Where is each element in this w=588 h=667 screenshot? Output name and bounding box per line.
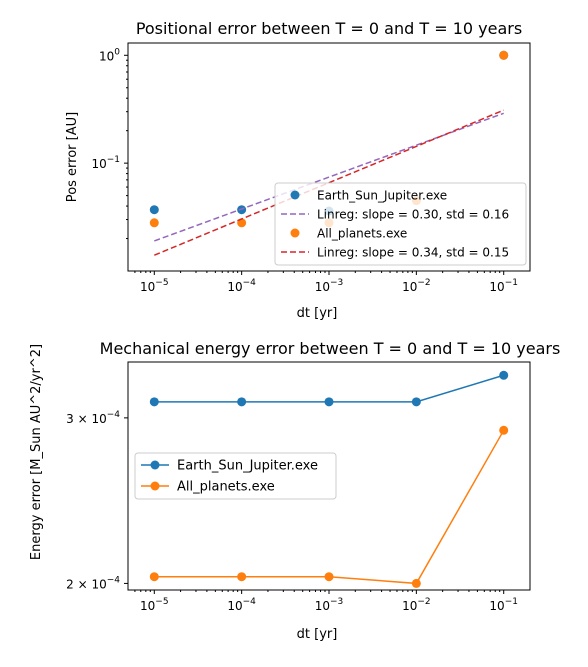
x-tick-label: 10−1 [489, 597, 518, 613]
y-axis-label: Energy error [M_Sun AU^2/yr^2] [29, 344, 44, 560]
x-tick-exponent: −3 [330, 597, 343, 607]
y-axis-label: Pos error [AU] [65, 112, 80, 202]
y-tick-label: 10−1 [91, 155, 120, 171]
x-tick-exponent: −1 [505, 597, 518, 607]
legend-label: Linreg: slope = 0.34, std = 0.15 [317, 246, 509, 260]
y-tick-exponent: −4 [107, 410, 121, 420]
legend-swatch [290, 228, 300, 238]
legend-box [274, 182, 527, 266]
x-tick-label: 10−1 [489, 278, 518, 294]
legend-label: All_planets.exe [177, 480, 275, 495]
x-tick-exponent: −4 [243, 278, 257, 288]
x-tick-exponent: −5 [155, 278, 168, 288]
x-tick-base: 10 [489, 599, 504, 613]
data-point-all-planets-exe [411, 578, 421, 588]
y-tick-label: 2 × 10−4 [66, 575, 120, 591]
x-tick-exponent: −1 [505, 278, 518, 288]
axis-ticks: 10−5 10−4 10−3 10−2 10−12 × 10−43 × 10−4 [66, 410, 518, 613]
x-tick-base: 10 [140, 599, 155, 613]
x-tick-base: 10 [140, 280, 155, 294]
data-point-earth-sun-jupiter-exe [324, 397, 334, 407]
x-tick-label: 10−3 [315, 278, 344, 294]
y-tick-label: 100 [99, 47, 120, 63]
x-axis-label: dt [yr] [297, 306, 338, 321]
x-tick-base: 10 [315, 280, 330, 294]
plot-marks [149, 370, 509, 588]
x-tick-label: 10−2 [402, 278, 431, 294]
legend-swatch [290, 190, 300, 200]
y-tick-base: 10 [99, 49, 114, 63]
x-tick-base: 10 [402, 599, 417, 613]
x-tick-base: 10 [227, 599, 242, 613]
x-tick-label: 10−3 [315, 597, 344, 613]
chart-title: Positional error between T = 0 and T = 1… [136, 19, 522, 38]
x-tick-label: 10−5 [140, 278, 169, 294]
data-point-earth-sun-jupiter-exe [499, 370, 509, 380]
legend-label: Linreg: slope = 0.30, std = 0.16 [317, 208, 509, 222]
data-point-all-planets-exe [237, 572, 247, 582]
x-tick-exponent: −3 [330, 278, 343, 288]
x-tick-label: 10−2 [402, 597, 431, 613]
x-tick-base: 10 [489, 280, 504, 294]
x-tick-label: 10−4 [227, 278, 256, 294]
y-tick-base: 3 × 10 [66, 412, 107, 426]
legend-swatch-marker [150, 481, 160, 491]
y-tick-exponent: −4 [107, 575, 121, 585]
x-tick-base: 10 [402, 280, 417, 294]
positional-error-chart: Positional error between T = 0 and T = 1… [65, 19, 531, 321]
legend-swatch-marker [150, 460, 160, 470]
legend-label: Earth_Sun_Jupiter.exe [317, 189, 447, 203]
energy-error-chart: Mechanical energy error between T = 0 an… [29, 339, 560, 642]
legend: Earth_Sun_Jupiter.exe All_planets.exe [134, 452, 337, 500]
data-point-all-planets-exe [149, 218, 159, 228]
x-axis-label: dt [yr] [297, 627, 338, 642]
data-point-all-planets-exe [499, 50, 509, 60]
data-point-earth-sun-jupiter-exe [411, 397, 421, 407]
legend-label: Earth_Sun_Jupiter.exe [177, 459, 318, 474]
data-point-all-planets-exe [149, 572, 159, 582]
y-tick-exponent: 0 [114, 47, 120, 57]
x-tick-exponent: −2 [417, 597, 430, 607]
data-point-earth-sun-jupiter-exe [237, 397, 247, 407]
legend: Earth_Sun_Jupiter.exe Linreg: slope = 0.3… [274, 182, 527, 266]
x-tick-base: 10 [227, 280, 242, 294]
data-point-earth-sun-jupiter-exe [149, 397, 159, 407]
legend-label: All_planets.exe [317, 227, 407, 241]
x-tick-exponent: −4 [243, 597, 257, 607]
y-tick-base: 10 [91, 157, 106, 171]
x-tick-exponent: −2 [417, 278, 430, 288]
y-tick-label: 3 × 10−4 [66, 410, 120, 426]
data-point-all-planets-exe [324, 572, 334, 582]
data-point-earth-sun-jupiter-exe [149, 205, 159, 215]
x-tick-base: 10 [315, 599, 330, 613]
legend-box [134, 452, 337, 500]
x-tick-exponent: −5 [155, 597, 168, 607]
chart-title: Mechanical energy error between T = 0 an… [100, 339, 561, 358]
data-point-all-planets-exe [499, 425, 509, 435]
y-tick-base: 2 × 10 [66, 577, 107, 591]
y-tick-exponent: −1 [107, 155, 120, 165]
x-tick-label: 10−4 [227, 597, 256, 613]
x-tick-label: 10−5 [140, 597, 169, 613]
